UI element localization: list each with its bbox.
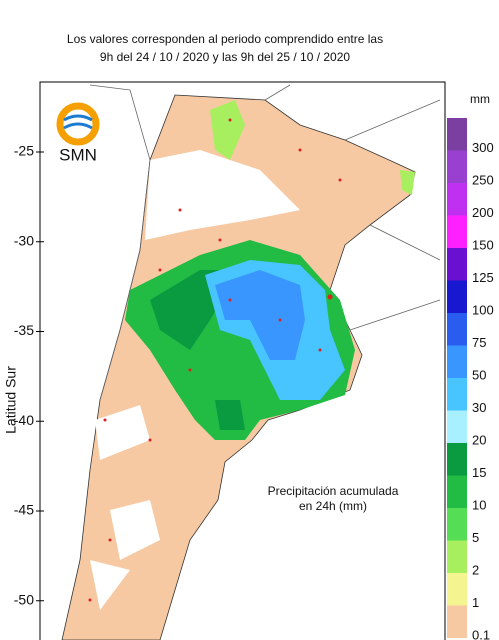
rain-area: [210, 100, 415, 195]
legend-title: en 24h (mm): [299, 499, 367, 513]
rain-area: [150, 270, 245, 430]
logo: SMN: [59, 145, 97, 164]
legend-title: Precipitación acumulada: [268, 484, 399, 498]
axis-label: Latitud Sur: [3, 366, 19, 434]
logo-waves: [63, 114, 93, 130]
legend-label: 15: [472, 465, 486, 480]
legend-swatch: [447, 313, 467, 346]
border: [89, 84, 441, 401]
header-line: 9h del 24 / 10 / 2020 y las 9h del 25 / …: [100, 50, 351, 64]
logo-icon: [56, 102, 100, 146]
legend-label: 10: [472, 497, 486, 512]
legend-swatch: [447, 410, 467, 443]
legend-swatch: [447, 280, 467, 313]
legend-label: 50: [472, 367, 486, 382]
map: SMN Precipitación acumulada en 24h (mm): [39, 81, 446, 640]
legend: 300 250 200 150 125 100 75 50 30 20 15 10 5 2 1 0.1: [447, 118, 494, 640]
legend-swatch: [447, 605, 467, 638]
legend-swatch: [447, 443, 467, 476]
tick-label: -40: [14, 412, 34, 428]
legend-swatch: [447, 215, 467, 248]
legend-label: 150: [472, 237, 494, 252]
legend-label: 250: [472, 172, 494, 187]
legend-swatch: [447, 183, 467, 216]
tick-label: -25: [14, 143, 34, 159]
tick-label: -45: [14, 502, 34, 518]
legend-swatch: [447, 573, 467, 606]
legend-swatch: [447, 345, 467, 378]
legend-unit: mm: [470, 92, 490, 106]
dry-area: [145, 150, 300, 240]
legend-swatch: [447, 118, 467, 151]
dry-area: [90, 405, 160, 610]
legend-swatch: [447, 508, 467, 541]
legend-label: 20: [472, 432, 486, 447]
rain-area: [215, 270, 305, 360]
header-line: Los valores corresponden al periodo comp…: [67, 32, 383, 46]
legend-label: 2: [472, 562, 479, 577]
legend-label: 5: [472, 530, 479, 545]
legend-swatch: [447, 248, 467, 281]
legend-label: 1: [472, 595, 479, 610]
legend-label: 200: [472, 205, 494, 220]
lat-ticks: -25 -30 -35 -40 -45 -50: [14, 143, 44, 607]
legend-label: 75: [472, 335, 486, 350]
tick-label: -30: [14, 232, 34, 248]
legend-swatch: [447, 540, 467, 573]
legend-label: 300: [472, 140, 494, 155]
legend-label: 100: [472, 302, 494, 317]
legend-swatch: [447, 150, 467, 183]
legend-label: 30: [472, 400, 486, 415]
legend-label: 0.1: [472, 627, 490, 640]
stations: [88, 118, 342, 602]
tick-label: -35: [14, 322, 34, 338]
legend-swatch: [447, 475, 467, 508]
tick-label: -50: [14, 591, 34, 607]
legend-label: 125: [472, 270, 494, 285]
legend-swatch: [447, 378, 467, 411]
